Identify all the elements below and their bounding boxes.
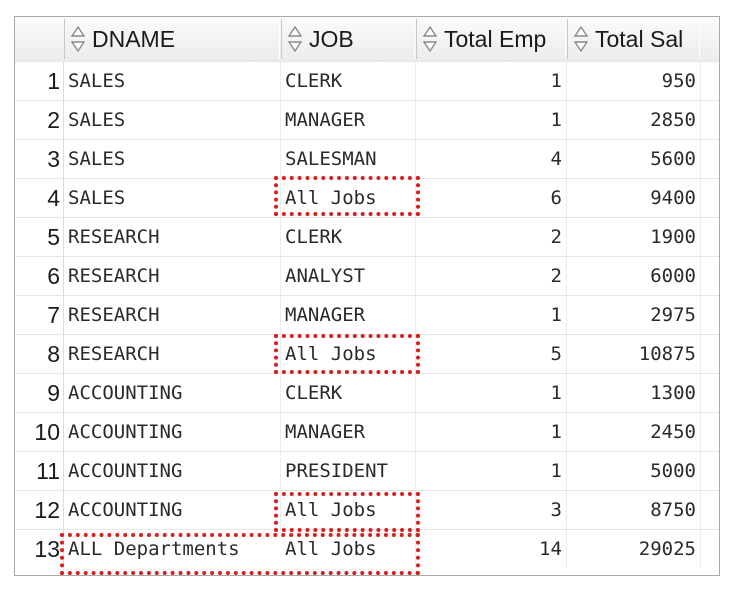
row-number: 5	[15, 218, 64, 256]
cell-dname[interactable]: SALES	[64, 101, 281, 139]
table-row[interactable]: 9 ACCOUNTING CLERK 1 1300	[15, 373, 719, 412]
table-row[interactable]: 7 RESEARCH MANAGER 1 2975	[15, 295, 719, 334]
cell-total-emp[interactable]: 6	[416, 179, 567, 217]
cell-total-sal[interactable]: 2450	[567, 413, 701, 451]
cell-total-emp[interactable]: 14	[416, 530, 567, 568]
table-row[interactable]: 4 SALES All Jobs 6 9400	[15, 178, 719, 217]
cell-dname[interactable]: ALL Departments	[68, 538, 240, 560]
cell-dname[interactable]: ACCOUNTING	[64, 491, 281, 529]
grid-header: DNAME JOB Total Emp Total Sal	[15, 17, 719, 61]
cell-dname[interactable]: RESEARCH	[64, 257, 281, 295]
sort-icon[interactable]	[287, 25, 303, 53]
cell-job[interactable]: ANALYST	[281, 257, 416, 295]
table-row[interactable]: 5 RESEARCH CLERK 2 1900	[15, 217, 719, 256]
cell-job[interactable]: All Jobs	[281, 491, 416, 529]
table-row[interactable]: 13 ALL Departments All Jobs 14 29025	[15, 529, 719, 568]
table-row[interactable]: 3 SALES SALESMAN 4 5600	[15, 139, 719, 178]
cell-total-sal[interactable]: 29025	[567, 530, 701, 568]
cell-job[interactable]: PRESIDENT	[281, 452, 416, 490]
row-number: 12	[15, 491, 64, 529]
cell-job[interactable]: All Jobs	[281, 530, 416, 568]
cell-total-emp[interactable]: 2	[416, 257, 567, 295]
cell-job[interactable]: MANAGER	[281, 101, 416, 139]
cell-total-emp[interactable]: 1	[416, 101, 567, 139]
cell-dname[interactable]: ACCOUNTING	[64, 452, 281, 490]
cell-dname[interactable]: ACCOUNTING	[64, 374, 281, 412]
row-number: 1	[15, 62, 64, 100]
row-number: 4	[15, 179, 64, 217]
cell-dname[interactable]: ACCOUNTING	[64, 413, 281, 451]
cell-job[interactable]: MANAGER	[281, 413, 416, 451]
sort-icon[interactable]	[573, 25, 589, 53]
cell-total-sal[interactable]: 1900	[567, 218, 701, 256]
cell-job[interactable]: MANAGER	[281, 296, 416, 334]
table-row[interactable]: 10 ACCOUNTING MANAGER 1 2450	[15, 412, 719, 451]
cell-total-emp[interactable]: 1	[416, 296, 567, 334]
cell-job[interactable]: CLERK	[281, 62, 416, 100]
cell-dname[interactable]: SALES	[64, 62, 281, 100]
cell-total-emp[interactable]: 2	[416, 218, 567, 256]
column-header-label: Total Sal	[595, 25, 684, 52]
cell-total-sal[interactable]: 2850	[567, 101, 701, 139]
cell-dname[interactable]: RESEARCH	[64, 218, 281, 256]
cell-total-sal[interactable]: 8750	[567, 491, 701, 529]
row-number: 13	[15, 530, 64, 568]
cell-total-emp[interactable]: 1	[416, 452, 567, 490]
column-header-label: JOB	[309, 25, 354, 52]
cell-total-emp[interactable]: 5	[416, 335, 567, 373]
column-header-total-sal[interactable]: Total Sal	[567, 19, 700, 59]
cell-dname[interactable]: SALES	[64, 140, 281, 178]
cell-job[interactable]: CLERK	[281, 374, 416, 412]
cell-total-emp[interactable]: 4	[416, 140, 567, 178]
cell-total-emp[interactable]: 1	[416, 413, 567, 451]
column-header-dname[interactable]: DNAME	[64, 19, 280, 59]
sort-icon[interactable]	[70, 25, 86, 53]
cell-dname[interactable]: RESEARCH	[64, 335, 281, 373]
result-grid: DNAME JOB Total Emp Total Sal 1 SALES CL…	[14, 16, 720, 576]
cell-total-emp[interactable]: 1	[416, 374, 567, 412]
row-number: 11	[15, 452, 64, 490]
cell-total-sal[interactable]: 6000	[567, 257, 701, 295]
cell-total-sal[interactable]: 10875	[567, 335, 701, 373]
cell-total-sal[interactable]: 5000	[567, 452, 701, 490]
sort-icon[interactable]	[422, 25, 438, 53]
cell-job[interactable]: All Jobs	[281, 179, 416, 217]
column-header-job[interactable]: JOB	[281, 19, 415, 59]
row-number: 8	[15, 335, 64, 373]
cell-total-emp[interactable]: 3	[416, 491, 567, 529]
row-number: 6	[15, 257, 64, 295]
cell-total-sal[interactable]: 1300	[567, 374, 701, 412]
cell-total-sal[interactable]: 2975	[567, 296, 701, 334]
row-number: 3	[15, 140, 64, 178]
table-row[interactable]: 8 RESEARCH All Jobs 5 10875	[15, 334, 719, 373]
cell-total-sal[interactable]: 950	[567, 62, 701, 100]
table-row[interactable]: 6 RESEARCH ANALYST 2 6000	[15, 256, 719, 295]
table-row[interactable]: 12 ACCOUNTING All Jobs 3 8750	[15, 490, 719, 529]
row-number: 2	[15, 101, 64, 139]
cell-job[interactable]: SALESMAN	[281, 140, 416, 178]
row-number: 9	[15, 374, 64, 412]
table-row[interactable]: 11 ACCOUNTING PRESIDENT 1 5000	[15, 451, 719, 490]
cell-total-sal[interactable]: 5600	[567, 140, 701, 178]
cell-job[interactable]: All Jobs	[281, 335, 416, 373]
table-row[interactable]: 2 SALES MANAGER 1 2850	[15, 100, 719, 139]
column-header-label: DNAME	[92, 25, 176, 52]
cell-total-emp[interactable]: 1	[416, 62, 567, 100]
cell-dname[interactable]: RESEARCH	[64, 296, 281, 334]
column-header-label: Total Emp	[444, 25, 547, 52]
table-row[interactable]: 1 SALES CLERK 1 950	[15, 61, 719, 100]
column-header-total-emp[interactable]: Total Emp	[416, 19, 566, 59]
cell-dname[interactable]: SALES	[64, 179, 281, 217]
row-number: 10	[15, 413, 64, 451]
row-number: 7	[15, 296, 64, 334]
cell-job[interactable]: CLERK	[281, 218, 416, 256]
cell-total-sal[interactable]: 9400	[567, 179, 701, 217]
